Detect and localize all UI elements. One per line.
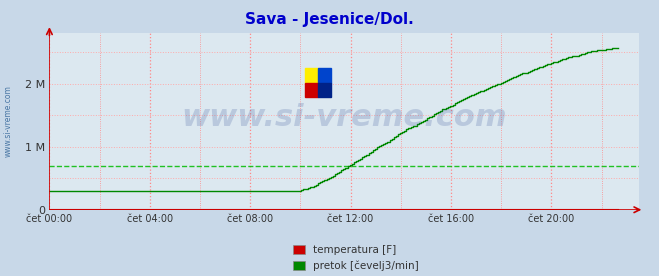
Text: www.si-vreme.com: www.si-vreme.com [181, 104, 507, 132]
Bar [318, 68, 331, 83]
Text: www.si-vreme.com: www.si-vreme.com [4, 86, 13, 157]
Bar [305, 68, 318, 83]
Text: Sava - Jesenice/Dol.: Sava - Jesenice/Dol. [245, 12, 414, 27]
Legend: temperatura [F], pretok [čevelj3/min]: temperatura [F], pretok [čevelj3/min] [293, 245, 419, 271]
Bar [318, 83, 331, 97]
Bar [305, 83, 318, 97]
